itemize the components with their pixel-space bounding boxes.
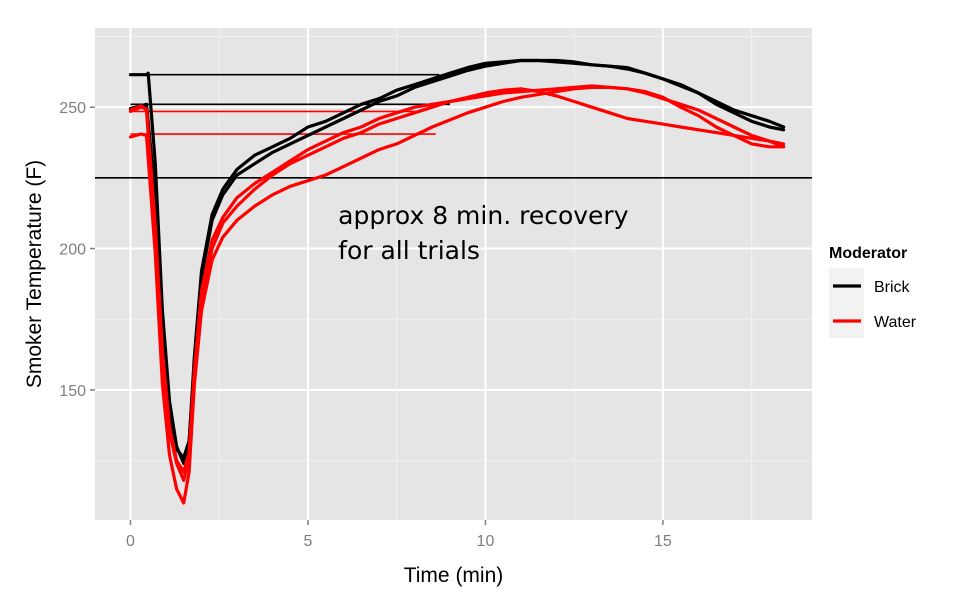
annotation-line-2: for all trials [338,236,480,265]
y-axis-title: Smoker Temperature (F) [23,160,46,388]
legend-label-water: Water [874,314,917,331]
y-tick-label: 250 [59,100,86,117]
x-tick-label: 0 [126,533,135,550]
x-tick-label: 10 [477,533,495,550]
legend-title: Moderator [829,245,907,262]
y-tick-label: 150 [59,383,86,400]
y-axis: 150 200 250 [59,100,95,400]
series-line-water-4 [128,84,786,474]
x-axis: 0 5 10 15 [126,520,672,550]
series-line-brick-1 [128,58,786,460]
series-layer [128,58,786,505]
legend: Moderator Brick Water [829,245,917,338]
x-axis-title: Time (min) [404,564,504,587]
start-temperature-lines [130,73,450,135]
y-tick-label: 200 [59,242,86,259]
legend-label-brick: Brick [874,279,911,296]
plot-panel [95,28,812,520]
x-tick-label: 15 [654,533,672,550]
series-line-water-2 [128,87,786,482]
annotation-line-1: approx 8 min. recovery [338,201,629,230]
x-tick-label: 5 [304,533,313,550]
